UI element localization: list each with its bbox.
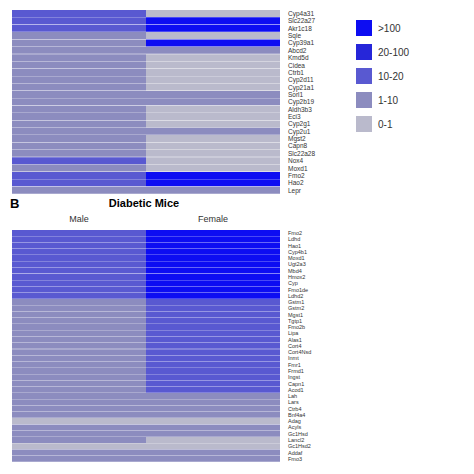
svg-text:Ingst: Ingst [288, 374, 300, 380]
svg-text:Cyp2d11: Cyp2d11 [288, 76, 314, 84]
svg-text:Lancl2: Lancl2 [288, 437, 304, 443]
svg-text:Cyp2g1: Cyp2g1 [288, 120, 311, 128]
svg-text:Ctrb4: Ctrb4 [288, 406, 301, 412]
svg-text:Gc1Hsd2: Gc1Hsd2 [288, 443, 311, 449]
svg-text:Cidea: Cidea [288, 62, 305, 69]
svg-text:Gstm2: Gstm2 [288, 305, 304, 311]
svg-text:Cyp4b1: Cyp4b1 [288, 249, 307, 255]
svg-text:Fmo3: Fmo3 [288, 456, 302, 462]
svg-text:Inmt: Inmt [288, 355, 299, 361]
svg-text:Hmox2: Hmox2 [288, 274, 305, 280]
html-text:Diabetic Mice: Diabetic Mice [108, 197, 180, 209]
svg-text:Ldhd: Ldhd [288, 236, 300, 242]
svg-text:Sorl1: Sorl1 [288, 91, 304, 98]
svg-text:Slc22a27: Slc22a27 [288, 17, 315, 24]
svg-text:Lepr: Lepr [288, 187, 302, 195]
svg-text:Alas1: Alas1 [288, 337, 302, 343]
svg-text:Kmd5d: Kmd5d [288, 54, 309, 61]
svg-text:Capn1: Capn1 [288, 381, 304, 387]
svg-text:Cyp: Cyp [288, 280, 298, 286]
html-text:20-100: 20-100 [378, 46, 410, 58]
svg-text:Tgtp1: Tgtp1 [288, 318, 302, 324]
svg-text:Cort4Nsd: Cort4Nsd [288, 349, 311, 355]
svg-text:Fmo1de: Fmo1de [288, 287, 308, 293]
html-text:1-10: 1-10 [378, 94, 398, 106]
svg-text:Fmr1: Fmr1 [288, 362, 301, 368]
svg-text:Sqle: Sqle [288, 32, 301, 40]
svg-text:Male: Male [69, 214, 89, 224]
html-text:10-20: 10-20 [378, 70, 404, 82]
svg-text:Mgst2: Mgst2 [288, 135, 306, 143]
svg-text:Abcd2: Abcd2 [288, 47, 307, 54]
svg-text:Ldhd2: Ldhd2 [288, 293, 303, 299]
svg-text:Ctrb1: Ctrb1 [288, 69, 304, 76]
svg-text:Cyp4a31: Cyp4a31 [288, 10, 314, 17]
svg-text:Mbd4: Mbd4 [288, 268, 302, 274]
svg-text:Ugt2a3: Ugt2a3 [288, 261, 306, 267]
svg-text:Female: Female [198, 214, 228, 224]
svg-text:Frmd1: Frmd1 [288, 368, 304, 374]
svg-text:Aldh3b3: Aldh3b3 [288, 106, 312, 113]
svg-text:Slc22a28: Slc22a28 [288, 150, 315, 157]
html-text:B: B [10, 196, 20, 211]
svg-text:Lipa: Lipa [288, 330, 299, 336]
svg-text:Acyls: Acyls [288, 424, 301, 430]
svg-text:Fmo2: Fmo2 [288, 230, 302, 236]
svg-text:Lah: Lah [288, 393, 297, 399]
html-text:0-1: 0-1 [378, 118, 393, 130]
svg-text:Acod1: Acod1 [288, 387, 304, 393]
svg-text:Lars: Lars [288, 399, 299, 405]
svg-text:Addaf: Addaf [288, 450, 303, 456]
svg-text:Cyp39a1: Cyp39a1 [288, 39, 314, 47]
svg-text:Gstm1: Gstm1 [288, 299, 304, 305]
svg-text:Bnf4a4: Bnf4a4 [288, 412, 305, 418]
svg-text:Capn8: Capn8 [288, 142, 308, 150]
svg-text:Fmo2b: Fmo2b [288, 324, 305, 330]
svg-text:Akr1c18: Akr1c18 [288, 25, 312, 32]
html-text:>100: >100 [378, 22, 401, 34]
svg-text:Gc1Hsd: Gc1Hsd [288, 431, 308, 437]
svg-text:Hao1: Hao1 [288, 243, 301, 249]
svg-text:Moxd1: Moxd1 [288, 165, 308, 172]
svg-text:Eci3: Eci3 [288, 113, 301, 120]
svg-text:Fmo2: Fmo2 [288, 172, 305, 179]
svg-text:Cyp21a1: Cyp21a1 [288, 83, 314, 91]
svg-text:Cyp2b19: Cyp2b19 [288, 98, 314, 106]
svg-text:Nox4: Nox4 [288, 157, 304, 164]
svg-text:Mgst1: Mgst1 [288, 312, 303, 318]
svg-text:Moxd1: Moxd1 [288, 255, 305, 261]
svg-text:Adag: Adag [288, 418, 301, 424]
svg-text:Hao2: Hao2 [288, 179, 304, 186]
svg-text:Cyp2u1: Cyp2u1 [288, 127, 311, 135]
svg-text:Cort4: Cort4 [288, 343, 301, 349]
